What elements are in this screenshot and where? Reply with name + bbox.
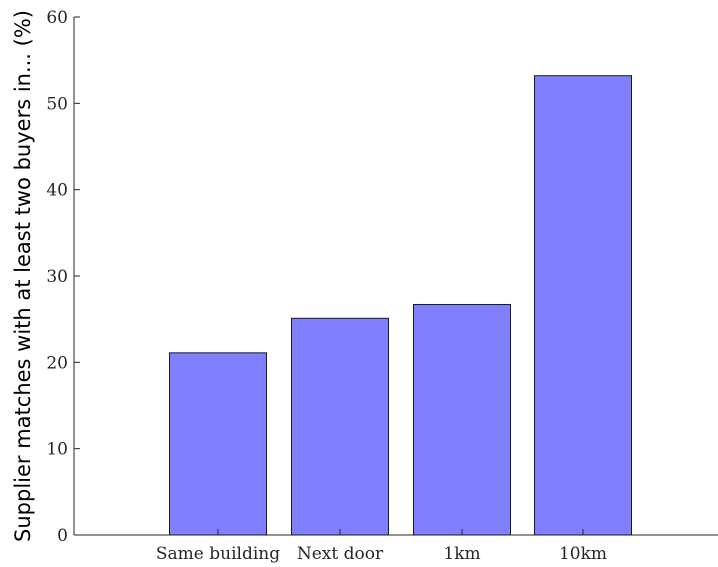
y-tick-label: 40	[46, 181, 68, 201]
x-tick-label: 1km	[443, 544, 480, 564]
bar-next-door	[291, 317, 389, 536]
y-tick-label: 0	[57, 526, 68, 546]
y-tick-label: 50	[46, 94, 68, 114]
bars	[169, 75, 632, 536]
y-tick-label: 60	[46, 8, 68, 28]
x-tick-label: 10km	[559, 544, 607, 564]
x-tick-label: Same building	[156, 544, 280, 564]
bar-1km	[413, 303, 511, 536]
x-tick-label: Next door	[297, 544, 384, 564]
ticks: 0 10 20 30 40 50 60 Same building Next door 1km 10…	[46, 8, 607, 564]
bar-same-building	[169, 352, 267, 536]
y-tick-label: 30	[46, 267, 68, 287]
bar-10km	[534, 75, 632, 536]
y-tick-label: 20	[46, 353, 68, 373]
y-tick-label: 10	[46, 440, 68, 460]
y-axis-label: Supplier matches with at least two buyer…	[11, 10, 35, 542]
